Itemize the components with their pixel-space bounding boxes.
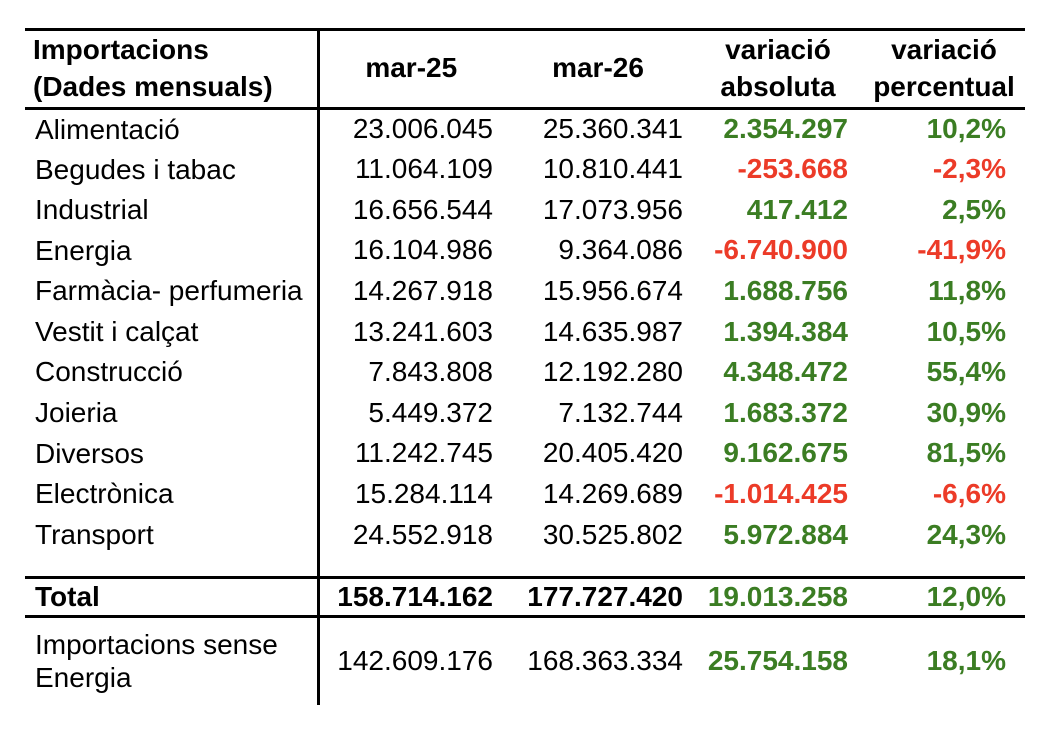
variacio-absoluta-value: 417.412: [746, 193, 848, 225]
table-row: Diversos 11.242.745 20.405.420 9.162.675…: [25, 433, 1025, 474]
variacio-absoluta-value: -6.740.900: [714, 234, 848, 266]
variacio-absoluta-value: 9.162.675: [723, 437, 848, 469]
imports-table-container: Importacions (Dades mensuals) mar-25 mar…: [25, 28, 1025, 705]
mar26-value: 14.269.689: [542, 478, 683, 510]
table-body: Alimentació 23.006.045 25.360.341 2.354.…: [25, 108, 1025, 705]
mar26-value: 10.810.441: [542, 153, 683, 185]
mar26-value: 25.360.341: [542, 113, 683, 145]
header-title-line2: (Dades mensuals): [33, 70, 273, 102]
mar25-value: 15.284.114: [316, 473, 503, 515]
row-label: Diversos: [35, 437, 144, 469]
variacio-percentual-value: 81,5%: [926, 437, 1006, 469]
header-row: Importacions (Dades mensuals) mar-25 mar…: [25, 28, 1025, 110]
mar25-value: 24.552.918: [316, 514, 503, 555]
variacio-percentual-value: 2,5%: [942, 193, 1006, 225]
header-title-cell: Importacions (Dades mensuals): [25, 28, 318, 110]
variacio-percentual-value: 30,9%: [926, 396, 1006, 428]
table-row: Begudes i tabac 11.064.109 10.810.441 -2…: [25, 149, 1025, 190]
mar25-value: 13.241.603: [316, 311, 503, 352]
row-label: Farmàcia- perfumeria: [35, 275, 303, 307]
table-row: Construcció 7.843.808 12.192.280 4.348.4…: [25, 351, 1025, 393]
mar26-value: 9.364.086: [558, 234, 683, 266]
table-row: Alimentació 23.006.045 25.360.341 2.354.…: [25, 108, 1025, 149]
variacio-percentual-value: -2,3%: [932, 153, 1006, 185]
variacio-absoluta-value: -253.668: [737, 153, 848, 185]
table-header: Importacions (Dades mensuals) mar-25 mar…: [25, 28, 1025, 110]
mar26-value: 15.956.674: [542, 275, 683, 307]
row-label: Begudes i tabac: [35, 153, 236, 185]
footer-label: Importacions sense Energia: [35, 628, 278, 694]
variacio-percentual-value: 55,4%: [926, 356, 1006, 388]
spacer-row: [25, 554, 1025, 578]
row-label: Vestit i calçat: [35, 315, 199, 347]
mar26-value: 7.132.744: [558, 396, 683, 428]
footer-variacio-absoluta-value: 25.754.158: [707, 645, 848, 677]
mar25-value: 23.006.045: [316, 108, 503, 149]
row-label: Energia: [35, 234, 132, 266]
variacio-percentual-value: -6,6%: [932, 478, 1006, 510]
variacio-absoluta-value: 5.972.884: [723, 518, 848, 550]
mar25-value: 11.064.109: [316, 149, 503, 190]
mar26-value: 20.405.420: [542, 437, 683, 469]
total-mar26-value: 177.727.420: [503, 576, 693, 619]
table-row: Transport 24.552.918 30.525.802 5.972.88…: [25, 514, 1025, 555]
mar26-value: 14.635.987: [542, 315, 683, 347]
header-variacio-percentual-cell: variació percentual: [863, 28, 1025, 110]
variacio-absoluta-value: 1.683.372: [723, 396, 848, 428]
variacio-percentual-value: 10,2%: [926, 113, 1006, 145]
table-row: Farmàcia- perfumeria 14.267.918 15.956.6…: [25, 270, 1025, 312]
header-title-line1: Importacions: [33, 34, 209, 65]
mar25-value: 16.656.544: [316, 189, 503, 231]
mar25-value: 14.267.918: [316, 270, 503, 312]
total-row: Total 158.714.162 177.727.420 19.013.258…: [25, 576, 1025, 619]
footer-variacio-percentual-value: 18,1%: [926, 645, 1006, 677]
mar26-value: 30.525.802: [542, 518, 683, 550]
imports-sense-energia-row: Importacions sense Energia 142.609.176 1…: [25, 616, 1025, 705]
row-label: Construcció: [35, 356, 183, 388]
variacio-absoluta-value: -1.014.425: [714, 478, 848, 510]
mar25-value: 7.843.808: [316, 351, 503, 393]
footer-mar26-value: 168.363.334: [527, 645, 683, 677]
table-row: Electrònica 15.284.114 14.269.689 -1.014…: [25, 473, 1025, 515]
total-variacio-percentual-value: 12,0%: [863, 576, 1025, 619]
header-mar25-cell: mar-25: [316, 28, 503, 110]
mar25-value: 5.449.372: [316, 392, 503, 434]
variacio-absoluta-value: 4.348.472: [723, 356, 848, 388]
mar26-value: 17.073.956: [542, 193, 683, 225]
variacio-absoluta-value: 1.394.384: [723, 315, 848, 347]
variacio-percentual-value: 11,8%: [928, 275, 1006, 307]
row-label: Electrònica: [35, 478, 174, 510]
mar25-value: 16.104.986: [316, 230, 503, 271]
variacio-percentual-value: 24,3%: [926, 518, 1006, 550]
header-variacio-absoluta-cell: variació absoluta: [693, 28, 863, 110]
total-mar25-value: 158.714.162: [316, 576, 503, 619]
mar26-value: 12.192.280: [542, 356, 683, 388]
table-row: Industrial 16.656.544 17.073.956 417.412…: [25, 189, 1025, 231]
imports-table: Importacions (Dades mensuals) mar-25 mar…: [25, 28, 1025, 705]
row-label: Industrial: [35, 194, 149, 226]
variacio-absoluta-value: 2.354.297: [723, 113, 848, 145]
table-row: Vestit i calçat 13.241.603 14.635.987 1.…: [25, 311, 1025, 352]
table-row: Joieria 5.449.372 7.132.744 1.683.372 30…: [25, 392, 1025, 434]
mar25-value: 11.242.745: [316, 433, 503, 474]
row-label: Transport: [35, 518, 154, 550]
row-label: Joieria: [35, 397, 118, 429]
footer-mar25-value: 142.609.176: [316, 616, 503, 705]
header-mar26-cell: mar-26: [503, 28, 693, 110]
variacio-percentual-value: -41,9%: [917, 234, 1006, 266]
row-label: Alimentació: [35, 113, 180, 145]
total-variacio-absoluta-value: 19.013.258: [693, 576, 863, 619]
variacio-percentual-value: 10,5%: [926, 315, 1006, 347]
table-row: Energia 16.104.986 9.364.086 -6.740.900 …: [25, 230, 1025, 271]
total-label: Total: [25, 576, 318, 619]
variacio-absoluta-value: 1.688.756: [723, 275, 848, 307]
